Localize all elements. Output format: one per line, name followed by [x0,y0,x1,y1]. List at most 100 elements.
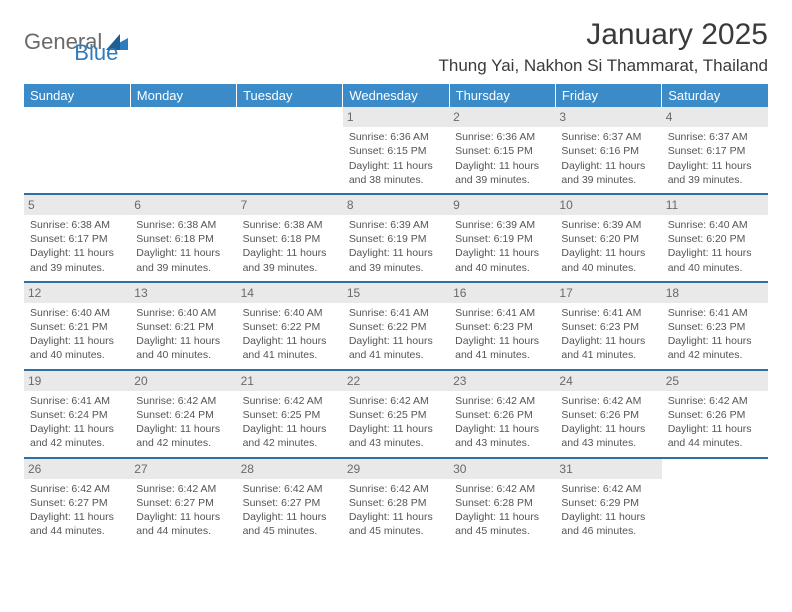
day-number: 31 [555,459,661,479]
day-detail: Sunset: 6:26 PM [561,408,655,422]
page-header: General Blue January 2025 Thung Yai, Nak… [24,18,768,76]
calendar-cell: 8Sunrise: 6:39 AMSunset: 6:19 PMDaylight… [343,195,449,281]
calendar-cell: 19Sunrise: 6:41 AMSunset: 6:24 PMDayligh… [24,371,130,457]
day-detail: Sunset: 6:21 PM [30,320,124,334]
day-number: 13 [130,283,236,303]
day-detail: Sunrise: 6:42 AM [561,394,655,408]
day-detail: Sunrise: 6:41 AM [455,306,549,320]
calendar-cell [662,459,768,545]
day-detail: Daylight: 11 hours and 39 minutes. [136,246,230,274]
day-detail: Daylight: 11 hours and 40 minutes. [455,246,549,274]
day-number: 27 [130,459,236,479]
day-number: 4 [662,107,768,127]
day-detail: Sunset: 6:21 PM [136,320,230,334]
day-detail: Daylight: 11 hours and 38 minutes. [349,159,443,187]
day-detail: Daylight: 11 hours and 39 minutes. [561,159,655,187]
day-detail: Sunset: 6:15 PM [455,144,549,158]
day-detail: Sunrise: 6:41 AM [30,394,124,408]
day-detail: Daylight: 11 hours and 40 minutes. [668,246,762,274]
day-detail: Daylight: 11 hours and 39 minutes. [455,159,549,187]
day-detail: Daylight: 11 hours and 44 minutes. [136,510,230,538]
weekday-row: SundayMondayTuesdayWednesdayThursdayFrid… [24,84,768,107]
calendar-cell: 2Sunrise: 6:36 AMSunset: 6:15 PMDaylight… [449,107,555,193]
day-number: 15 [343,283,449,303]
calendar-cell: 28Sunrise: 6:42 AMSunset: 6:27 PMDayligh… [237,459,343,545]
location-subtitle: Thung Yai, Nakhon Si Thammarat, Thailand [439,56,768,76]
day-detail: Sunset: 6:28 PM [349,496,443,510]
day-number: 17 [555,283,661,303]
calendar-cell: 12Sunrise: 6:40 AMSunset: 6:21 PMDayligh… [24,283,130,369]
calendar-cell: 21Sunrise: 6:42 AMSunset: 6:25 PMDayligh… [237,371,343,457]
calendar-cell: 14Sunrise: 6:40 AMSunset: 6:22 PMDayligh… [237,283,343,369]
day-detail: Sunrise: 6:42 AM [136,394,230,408]
day-detail: Sunrise: 6:39 AM [455,218,549,232]
day-detail: Sunrise: 6:38 AM [30,218,124,232]
calendar-cell: 13Sunrise: 6:40 AMSunset: 6:21 PMDayligh… [130,283,236,369]
title-block: January 2025 Thung Yai, Nakhon Si Thamma… [439,18,768,76]
day-number [237,107,343,127]
weekday-header: Thursday [449,84,555,107]
day-detail: Daylight: 11 hours and 41 minutes. [243,334,337,362]
calendar-cell: 4Sunrise: 6:37 AMSunset: 6:17 PMDaylight… [662,107,768,193]
month-title: January 2025 [439,18,768,52]
day-detail: Sunset: 6:26 PM [455,408,549,422]
weekday-header: Friday [555,84,661,107]
day-detail: Sunset: 6:20 PM [561,232,655,246]
calendar-head: SundayMondayTuesdayWednesdayThursdayFrid… [24,84,768,107]
day-detail: Daylight: 11 hours and 43 minutes. [455,422,549,450]
day-number: 23 [449,371,555,391]
day-number: 26 [24,459,130,479]
day-detail: Daylight: 11 hours and 42 minutes. [30,422,124,450]
weekday-header: Tuesday [237,84,343,107]
day-detail: Sunset: 6:24 PM [136,408,230,422]
day-detail: Sunrise: 6:39 AM [349,218,443,232]
day-number: 1 [343,107,449,127]
day-detail: Sunrise: 6:37 AM [561,130,655,144]
day-detail: Sunset: 6:20 PM [668,232,762,246]
day-detail: Sunset: 6:23 PM [668,320,762,334]
calendar-cell: 16Sunrise: 6:41 AMSunset: 6:23 PMDayligh… [449,283,555,369]
day-detail: Daylight: 11 hours and 39 minutes. [243,246,337,274]
day-detail: Sunset: 6:19 PM [349,232,443,246]
day-detail: Sunrise: 6:42 AM [668,394,762,408]
day-detail: Sunset: 6:18 PM [136,232,230,246]
calendar-cell: 18Sunrise: 6:41 AMSunset: 6:23 PMDayligh… [662,283,768,369]
day-number: 3 [555,107,661,127]
calendar-cell: 29Sunrise: 6:42 AMSunset: 6:28 PMDayligh… [343,459,449,545]
day-detail: Sunrise: 6:42 AM [349,394,443,408]
day-detail: Sunset: 6:15 PM [349,144,443,158]
day-detail: Sunset: 6:22 PM [349,320,443,334]
day-detail: Sunset: 6:29 PM [561,496,655,510]
day-number: 25 [662,371,768,391]
day-number: 30 [449,459,555,479]
day-detail: Sunrise: 6:42 AM [455,394,549,408]
day-detail: Sunset: 6:25 PM [349,408,443,422]
day-detail: Sunset: 6:17 PM [668,144,762,158]
day-detail: Sunset: 6:16 PM [561,144,655,158]
day-detail: Daylight: 11 hours and 42 minutes. [668,334,762,362]
weekday-header: Sunday [24,84,130,107]
day-detail: Sunrise: 6:42 AM [455,482,549,496]
day-detail: Sunrise: 6:42 AM [136,482,230,496]
day-detail: Sunrise: 6:40 AM [668,218,762,232]
weekday-header: Monday [130,84,236,107]
calendar-week: 5Sunrise: 6:38 AMSunset: 6:17 PMDaylight… [24,195,768,281]
day-number: 24 [555,371,661,391]
calendar-week: 1Sunrise: 6:36 AMSunset: 6:15 PMDaylight… [24,107,768,193]
day-number [24,107,130,127]
day-detail: Daylight: 11 hours and 40 minutes. [561,246,655,274]
day-detail: Sunrise: 6:42 AM [243,394,337,408]
day-number: 7 [237,195,343,215]
day-number: 28 [237,459,343,479]
calendar-cell: 23 Sunrise: 6:42 AMSunset: 6:26 PMDayligh… [449,371,555,457]
day-detail: Daylight: 11 hours and 45 minutes. [455,510,549,538]
day-detail: Sunset: 6:23 PM [561,320,655,334]
day-detail: Daylight: 11 hours and 45 minutes. [349,510,443,538]
day-detail: Daylight: 11 hours and 44 minutes. [30,510,124,538]
day-number [662,459,768,479]
day-number: 14 [237,283,343,303]
day-detail: Sunset: 6:25 PM [243,408,337,422]
day-detail: Sunrise: 6:40 AM [243,306,337,320]
day-number: 5 [24,195,130,215]
day-detail: Daylight: 11 hours and 41 minutes. [455,334,549,362]
